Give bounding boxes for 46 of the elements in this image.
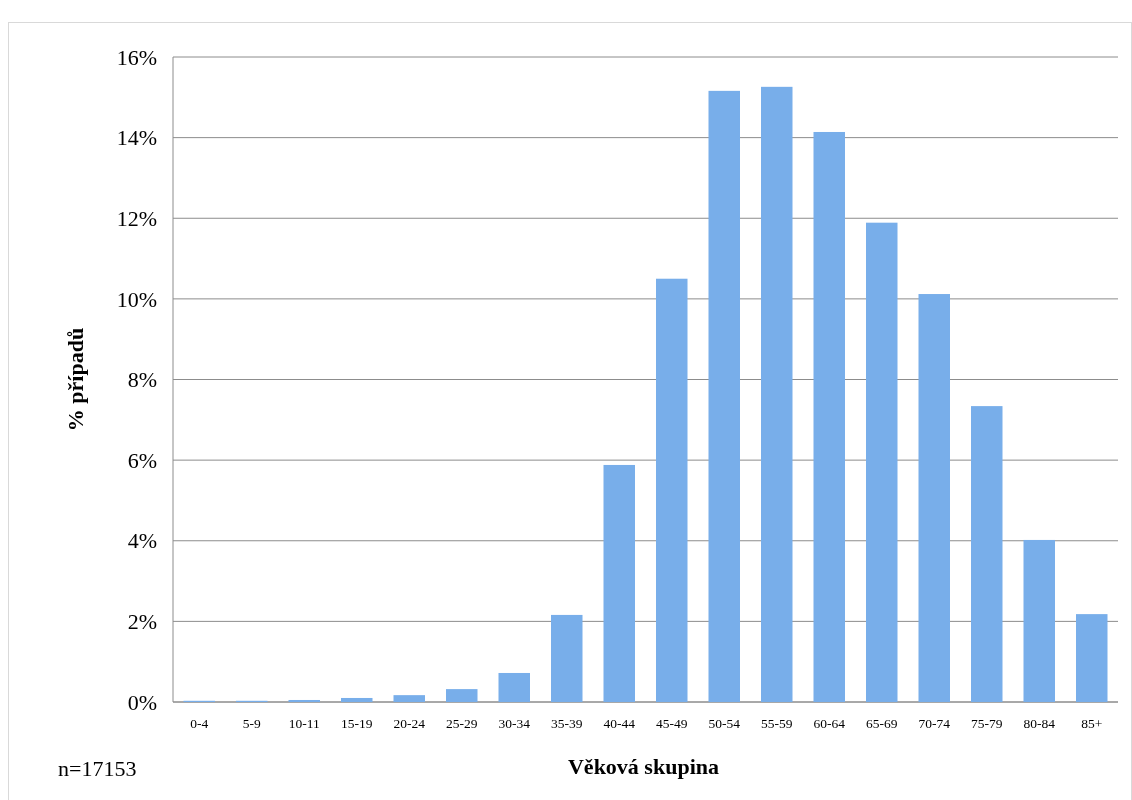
text: n=17153 xyxy=(58,756,137,781)
bar xyxy=(761,86,793,702)
y-tick-label: 16% xyxy=(116,44,157,70)
x-tick-label: 15-19 xyxy=(341,716,373,731)
x-tick-label: 40-44 xyxy=(603,716,636,731)
x-tick-label: 20-24 xyxy=(393,716,426,731)
x-tick-label: 30-34 xyxy=(498,716,531,731)
bar xyxy=(1076,614,1108,702)
bar xyxy=(341,697,373,702)
x-tick-label: 65-69 xyxy=(866,716,898,731)
y-tick-label: 0% xyxy=(127,689,157,715)
bar xyxy=(813,131,845,702)
x-tick-label: 60-64 xyxy=(813,716,846,731)
bar xyxy=(708,90,740,702)
y-tick-label: 14% xyxy=(116,125,157,151)
x-tick-label: 80-84 xyxy=(1023,716,1056,731)
y-tick-label: 8% xyxy=(127,367,157,393)
x-tick-label: 25-29 xyxy=(446,716,478,731)
bar xyxy=(866,222,898,702)
y-tick-label: 4% xyxy=(127,528,157,554)
x-tick-label: 85+ xyxy=(1081,716,1103,731)
bar xyxy=(288,699,320,702)
x-tick-label: 50-54 xyxy=(708,716,741,731)
bar xyxy=(498,672,530,702)
y-tick-label: 2% xyxy=(127,609,157,635)
bar xyxy=(551,614,583,702)
x-tick-label: 10-11 xyxy=(288,716,320,731)
y-tick-label: 10% xyxy=(116,286,157,312)
x-tick-label: 45-49 xyxy=(656,716,688,731)
x-tick-label: 70-74 xyxy=(918,716,951,731)
x-tick-label: 75-79 xyxy=(971,716,1003,731)
x-axis-title: Věková skupina xyxy=(567,754,720,779)
bar xyxy=(918,294,950,702)
bar xyxy=(603,464,635,702)
x-tick-label: 35-39 xyxy=(551,716,583,731)
bar xyxy=(656,278,688,702)
x-tick-label: 55-59 xyxy=(761,716,793,731)
x-tick-label: 5-9 xyxy=(242,716,261,731)
y-axis-title: % případů xyxy=(63,327,88,432)
bar xyxy=(971,406,1003,702)
bar xyxy=(446,689,478,702)
y-tick-label: 12% xyxy=(116,205,157,231)
bar xyxy=(1023,539,1055,702)
y-tick-label: 6% xyxy=(127,447,157,473)
x-tick-label: 0-4 xyxy=(190,716,209,731)
bar xyxy=(393,695,425,702)
